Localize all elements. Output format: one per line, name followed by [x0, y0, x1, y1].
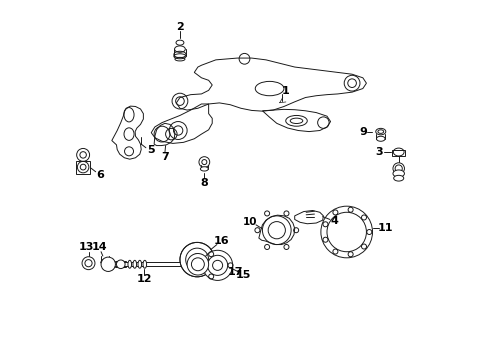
Ellipse shape: [206, 256, 228, 274]
Ellipse shape: [376, 136, 384, 141]
Text: 8: 8: [200, 177, 208, 188]
Text: 13: 13: [79, 242, 94, 252]
Circle shape: [191, 254, 203, 265]
Text: 4: 4: [329, 216, 337, 226]
Text: 15: 15: [235, 270, 251, 280]
Text: 16: 16: [213, 236, 229, 246]
Ellipse shape: [200, 167, 208, 171]
Text: 3: 3: [374, 147, 382, 157]
Text: 14: 14: [91, 242, 107, 252]
Text: 11: 11: [377, 224, 392, 233]
Text: 2: 2: [176, 22, 183, 32]
Ellipse shape: [393, 175, 403, 181]
Text: 6: 6: [96, 170, 104, 180]
Polygon shape: [391, 149, 405, 156]
Ellipse shape: [133, 260, 136, 268]
Circle shape: [116, 260, 125, 269]
Ellipse shape: [138, 260, 142, 268]
Text: 17: 17: [227, 267, 243, 277]
Circle shape: [187, 253, 208, 275]
Ellipse shape: [392, 170, 404, 177]
Text: 10: 10: [243, 217, 257, 227]
Text: 9: 9: [358, 127, 366, 136]
Circle shape: [101, 257, 115, 271]
Ellipse shape: [375, 129, 385, 135]
Circle shape: [392, 163, 404, 174]
Text: 5: 5: [146, 145, 154, 155]
Circle shape: [180, 242, 214, 277]
Text: 12: 12: [136, 274, 152, 284]
Ellipse shape: [142, 260, 146, 268]
Circle shape: [202, 250, 232, 280]
Text: 7: 7: [161, 152, 168, 162]
Ellipse shape: [128, 260, 131, 268]
Circle shape: [82, 257, 95, 270]
Text: 1: 1: [281, 86, 289, 96]
